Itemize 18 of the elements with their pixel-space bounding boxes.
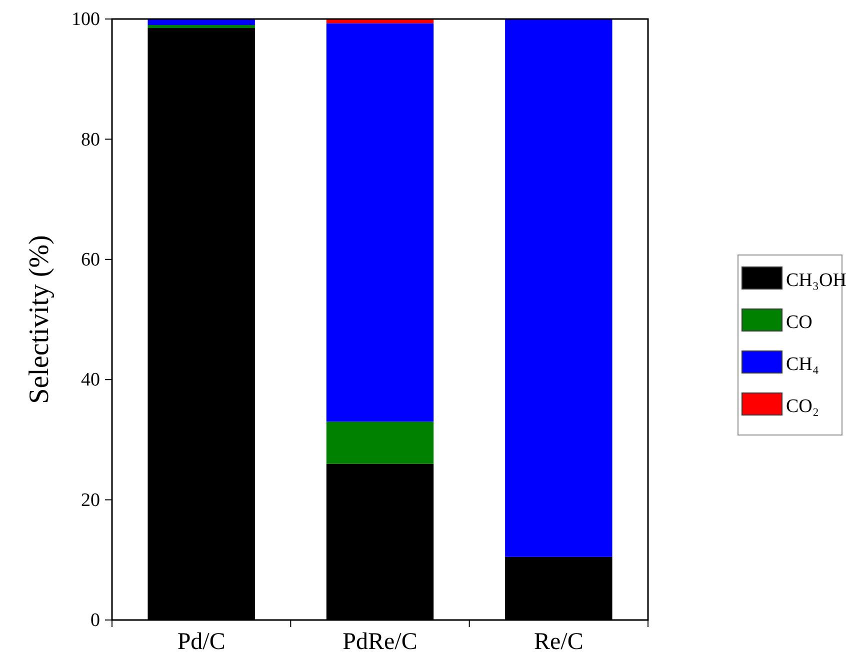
y-tick-label: 100 [72,9,100,30]
y-tick-label: 40 [81,370,100,391]
legend-label: CH₃OH [786,270,846,291]
bar [505,19,612,557]
y-tick-label: 60 [81,249,100,270]
bar [148,25,255,28]
legend-label: CO [786,312,812,333]
x-tick-label: Pd/C [177,629,226,656]
y-tick-label: 80 [81,129,100,150]
x-tick-label: Re/C [534,629,584,656]
legend-label: CH₄ [786,354,820,375]
bar [326,422,434,464]
x-tick-label: PdRe/C [342,629,418,656]
y-axis-title: Selectivity (%) [24,235,55,404]
bar [326,23,434,422]
y-tick-label: 0 [90,610,100,632]
legend-label: CO₂ [786,396,820,417]
y-tick-label: 20 [81,490,100,511]
